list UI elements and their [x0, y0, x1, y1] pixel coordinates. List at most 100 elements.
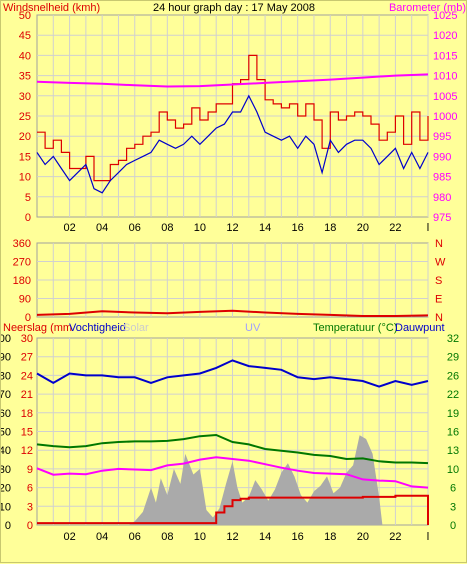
rain-y-tick-0: 0 [27, 520, 33, 532]
x-tick-label-l: l [427, 222, 429, 234]
climate-series [36, 359, 429, 525]
x-tick-label-22: 22 [389, 222, 401, 234]
x-tick-label-14: 14 [259, 222, 271, 234]
temp-y-tick-6: 6 [450, 483, 456, 495]
solar-area [128, 435, 383, 525]
temp-y-tick-13: 13 [447, 445, 459, 457]
x-tick-label-04: 04 [96, 222, 108, 234]
rain-y-tick-3: 3 [27, 501, 33, 513]
winddir-y-tick-90: 90 [19, 294, 31, 306]
humidity-y-tick-70: 70 [1, 389, 11, 401]
barometer-line [36, 73, 429, 88]
humidity-y-tick-20: 20 [1, 483, 11, 495]
temp-y-tick-32: 32 [447, 333, 459, 345]
temp-y-tick-0: 0 [450, 520, 456, 532]
rain-y-tick-18: 18 [21, 408, 33, 420]
wind-y-tick-45: 45 [19, 30, 31, 42]
winddir-series [36, 309, 429, 317]
wind-y-tick-15: 15 [19, 151, 31, 163]
x-tick-label-08: 08 [161, 222, 173, 234]
temp-y-tick-26: 26 [447, 370, 459, 382]
barometer-y-tick-1020: 1020 [433, 30, 457, 42]
winddir-y-tick-180: 180 [13, 275, 31, 287]
wind-y-tick-30: 30 [19, 91, 31, 103]
x-tick-label-22: 22 [389, 531, 401, 543]
x-tick-label-12: 12 [226, 222, 238, 234]
barometer-y-tick-985: 985 [433, 172, 451, 184]
rain-y-tick-12: 12 [21, 445, 33, 457]
temp-y-tick-29: 29 [447, 352, 459, 364]
x-tick-label-06: 06 [129, 531, 141, 543]
barometer-y-tick-990: 990 [433, 151, 451, 163]
x-tick-label-08: 08 [161, 531, 173, 543]
temp-y-tick-3: 3 [450, 501, 456, 513]
wind-series [36, 54, 429, 194]
humidity-y-tick-10: 10 [1, 501, 11, 513]
barometer-axis-title: Barometer (mb) [389, 2, 466, 14]
barometer-y-tick-1010: 1010 [433, 71, 457, 83]
solar-axis-title: Solar [123, 322, 149, 334]
humidity-y-tick-50: 50 [1, 427, 11, 439]
humidity-y-tick-60: 60 [1, 408, 11, 420]
x-tick-label-14: 14 [259, 531, 271, 543]
dewpoint-axis-title: Dauwpunt [395, 322, 445, 334]
temp-y-tick-10: 10 [447, 464, 459, 476]
rain-y-tick-15: 15 [21, 427, 33, 439]
x-tick-label-06: 06 [129, 222, 141, 234]
rain-y-tick-6: 6 [27, 483, 33, 495]
x-tick-label-18: 18 [324, 531, 336, 543]
x-tick-label-16: 16 [292, 531, 304, 543]
rain-line [37, 494, 429, 525]
wind-y-tick-0: 0 [25, 212, 31, 224]
x-tick-label-20: 20 [357, 531, 369, 543]
wind-y-tick-20: 20 [19, 131, 31, 143]
x-tick-label-16: 16 [292, 222, 304, 234]
humidity-y-tick-30: 30 [1, 464, 11, 476]
uv-axis-title: UV [245, 322, 261, 334]
x-tick-label-18: 18 [324, 222, 336, 234]
x-tick-label-12: 12 [226, 531, 238, 543]
chart-title: 24 hour graph day : 17 May 2008 [153, 2, 315, 14]
wind-y-tick-5: 5 [25, 192, 31, 204]
compass-tick-W: W [435, 257, 446, 269]
barometer-y-tick-1025: 1025 [433, 10, 457, 22]
winddir-y-tick-0: 0 [25, 312, 31, 324]
humidity-axis-title: Vochtigheid [69, 322, 126, 334]
winddir-grid [37, 243, 429, 317]
temp-y-tick-19: 19 [447, 408, 459, 420]
x-tick-label-10: 10 [194, 531, 206, 543]
x-tick-label-02: 02 [63, 222, 75, 234]
humidity-y-tick-90: 90 [1, 352, 11, 364]
rain-y-tick-24: 24 [21, 370, 33, 382]
wind-tick-labels: 0510152025303540455097598098599099510001… [19, 10, 458, 234]
humidity-y-tick-80: 80 [1, 370, 11, 382]
x-tick-label-20: 20 [357, 222, 369, 234]
wind-axis-title: Windsnelheid (kmh) [3, 2, 100, 14]
temperature-axis-title: Temperatuur (°C) [313, 322, 397, 334]
rain-y-tick-9: 9 [27, 464, 33, 476]
compass-tick-N: N [435, 312, 443, 324]
wind-y-tick-10: 10 [19, 172, 31, 184]
temp-y-tick-16: 16 [447, 427, 459, 439]
x-tick-label-04: 04 [96, 531, 108, 543]
wind-y-tick-25: 25 [19, 111, 31, 123]
rain-axis-title: Neerslag (mm [3, 322, 72, 334]
wind-y-tick-40: 40 [19, 50, 31, 62]
winddir-line [36, 309, 429, 317]
temperature-line [36, 433, 429, 465]
barometer-y-tick-995: 995 [433, 131, 451, 143]
rain-y-tick-21: 21 [21, 389, 33, 401]
rain-y-tick-27: 27 [21, 352, 33, 364]
humidity-y-tick-0: 0 [5, 520, 11, 532]
rain-y-tick-30: 30 [21, 333, 33, 345]
humidity-y-tick-100: 100 [1, 333, 11, 345]
wind_avg-line [36, 94, 429, 194]
winddir-y-tick-360: 360 [13, 238, 31, 250]
x-tick-label-10: 10 [194, 222, 206, 234]
wind_gust-line [37, 54, 429, 182]
x-tick-label-l: l [427, 531, 429, 543]
